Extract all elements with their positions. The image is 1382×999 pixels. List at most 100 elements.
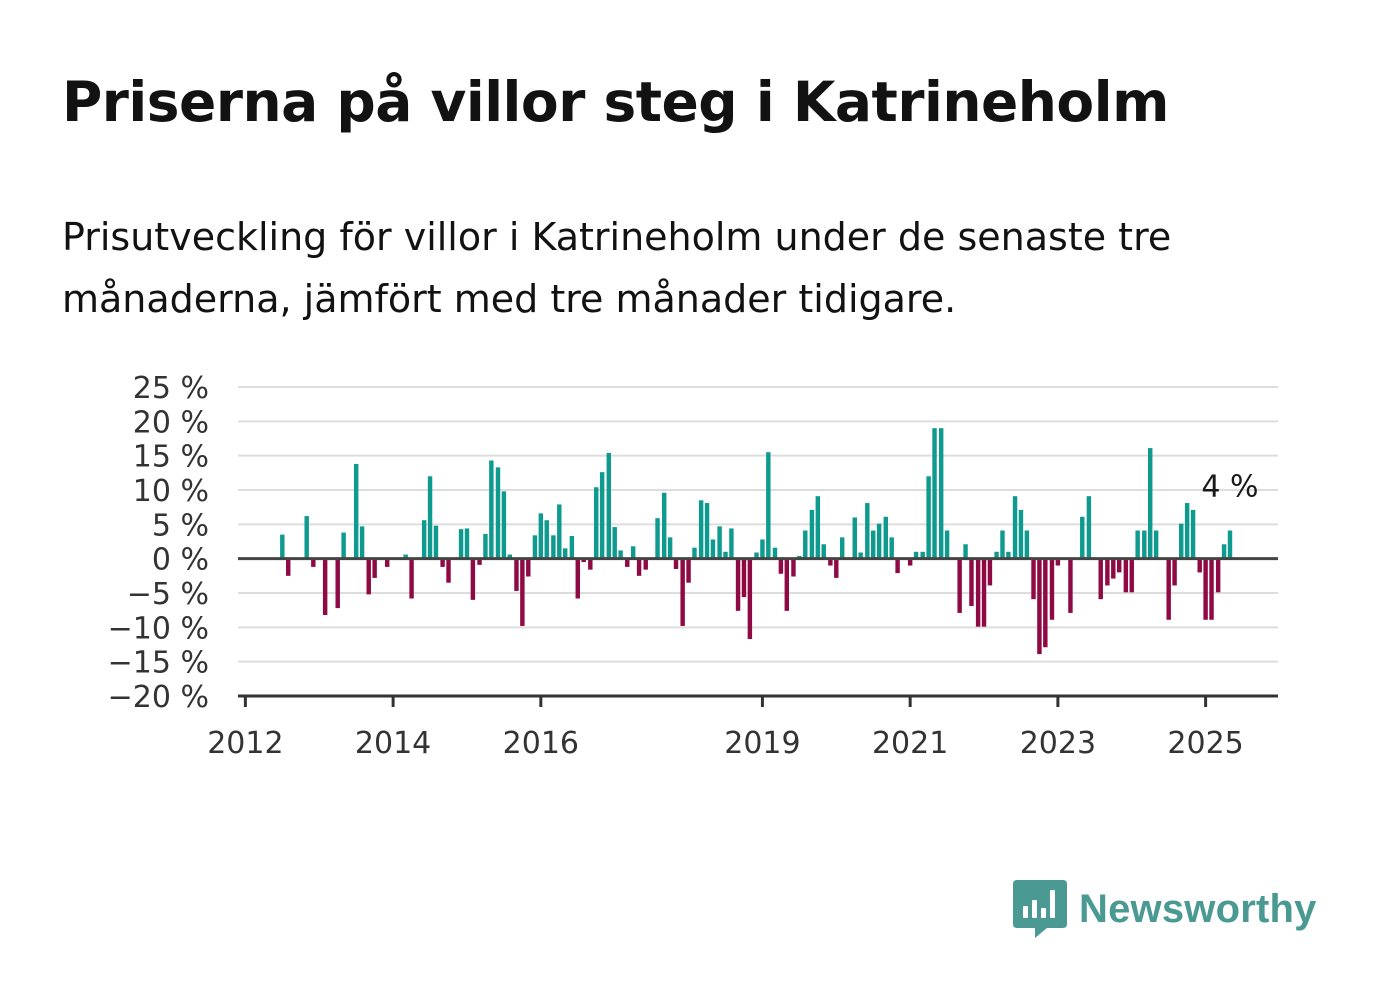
bar	[575, 558, 580, 599]
bar	[1012, 496, 1018, 559]
bar	[1190, 509, 1196, 559]
bar	[717, 526, 722, 559]
bar	[526, 558, 531, 577]
bar	[544, 520, 549, 559]
bar	[723, 551, 728, 559]
bar	[427, 476, 433, 559]
bar	[698, 500, 704, 559]
bar	[772, 547, 778, 559]
bar	[1111, 558, 1116, 579]
bar	[791, 558, 796, 577]
y-tick-label: 25 %	[133, 371, 209, 406]
y-tick-label: −10 %	[108, 611, 209, 646]
bar	[809, 509, 815, 559]
bar	[803, 530, 808, 559]
bar	[926, 476, 931, 559]
bar	[594, 487, 599, 559]
bar	[421, 520, 427, 559]
bar	[944, 530, 950, 559]
bar	[692, 547, 697, 559]
bar	[569, 536, 575, 559]
bar	[1116, 558, 1122, 573]
bar	[403, 554, 408, 559]
bar	[686, 558, 691, 583]
bar	[551, 535, 556, 559]
bar	[1043, 558, 1048, 648]
bar	[1172, 558, 1177, 586]
bar	[359, 526, 365, 559]
bar	[1031, 558, 1036, 600]
bar	[865, 503, 870, 559]
bar	[341, 532, 346, 559]
bar	[1006, 551, 1011, 559]
gridlines	[238, 386, 1278, 663]
bar	[839, 537, 845, 559]
bar	[625, 558, 630, 567]
bar	[1148, 448, 1153, 559]
bar	[464, 528, 470, 559]
bar	[520, 558, 525, 626]
tick-labels: 25 %20 %15 %10 %5 %0 %−5 %−10 %−15 %−20 …	[108, 371, 1259, 761]
bar	[446, 558, 451, 583]
bar	[1098, 558, 1103, 600]
bar	[852, 517, 857, 559]
bar	[501, 491, 507, 559]
bar	[612, 527, 617, 559]
bar	[630, 546, 636, 559]
x-tick-label: 2012	[207, 726, 283, 761]
bar	[1086, 496, 1092, 559]
bar	[821, 544, 826, 559]
bar	[1197, 558, 1202, 573]
bar	[815, 496, 821, 559]
bar	[588, 558, 593, 570]
bar	[661, 492, 667, 559]
x-tick-label: 2019	[724, 726, 800, 761]
bar	[489, 460, 494, 559]
bar	[994, 551, 999, 559]
bar	[747, 558, 753, 640]
bar	[636, 558, 642, 576]
bar	[1184, 503, 1190, 559]
bar	[1179, 523, 1184, 559]
bar	[458, 529, 464, 559]
bar	[557, 504, 562, 559]
bar	[440, 558, 445, 567]
last-value-label: 4 %	[1201, 470, 1258, 505]
bar	[1123, 558, 1129, 593]
bar	[828, 558, 833, 566]
newsworthy-brand: Newsworthy	[1011, 878, 1317, 940]
y-tick-label: 15 %	[133, 440, 209, 475]
bar	[834, 558, 839, 578]
bar	[335, 558, 340, 609]
bar	[920, 551, 925, 559]
bar	[766, 452, 771, 559]
y-tick-label: 20 %	[133, 405, 209, 440]
bar	[784, 558, 790, 611]
bar	[495, 467, 501, 559]
bar	[618, 550, 623, 559]
bar	[1105, 558, 1110, 586]
bar	[987, 558, 993, 586]
bar	[895, 558, 900, 574]
bar	[581, 558, 586, 563]
bar	[975, 558, 981, 627]
y-tick-label: 0 %	[152, 543, 209, 578]
bar	[729, 528, 734, 559]
bar	[1037, 558, 1042, 655]
bar	[704, 503, 710, 559]
bar	[1142, 530, 1147, 559]
bar	[433, 525, 439, 559]
bar	[1068, 558, 1073, 613]
bar	[957, 558, 962, 613]
bar	[889, 537, 894, 559]
bar	[913, 551, 919, 559]
bar	[1018, 509, 1024, 559]
bar	[409, 558, 414, 599]
price-change-bar-chart: 25 %20 %15 %10 %5 %0 %−5 %−10 %−15 %−20 …	[108, 371, 1278, 761]
bar	[1227, 530, 1233, 559]
bar	[483, 533, 488, 559]
bar-series	[280, 428, 1233, 655]
bar	[858, 552, 863, 559]
x-tick-label: 2023	[1020, 726, 1096, 761]
bar	[286, 558, 291, 576]
